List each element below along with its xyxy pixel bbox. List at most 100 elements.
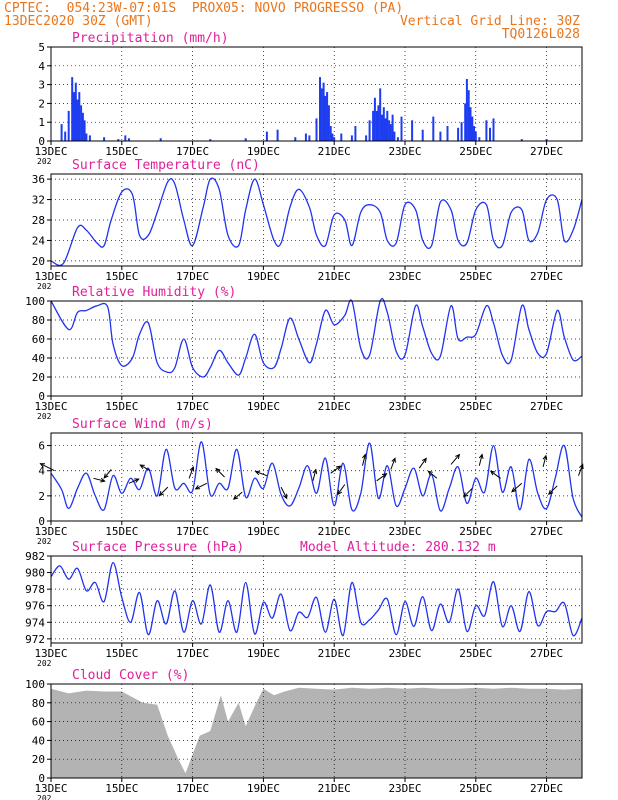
wind-arrow-head	[427, 470, 433, 476]
x-tick-label: 15DEC	[105, 525, 138, 538]
x-tick-label: 23DEC	[388, 145, 421, 158]
precip-bar	[350, 135, 353, 141]
wind-arrow	[376, 473, 387, 482]
y-tick-label: 80	[32, 697, 45, 710]
precip-bar	[393, 131, 396, 141]
y-tick-label: 40	[32, 352, 45, 365]
y-tick-label: 978	[25, 583, 45, 596]
precip-bar	[388, 120, 391, 141]
precip-bar	[471, 116, 474, 141]
x-tick-sublabel: 202	[37, 659, 52, 668]
x-tick-label: 15DEC	[105, 145, 138, 158]
precip-bar	[396, 137, 399, 141]
x-tick-label: 21DEC	[318, 400, 351, 413]
wind-arrow-head	[463, 492, 469, 498]
y-tick-label: 100	[25, 295, 45, 308]
wind-arrow	[330, 465, 341, 474]
precip-bar	[319, 77, 321, 141]
wind-arrow	[337, 484, 346, 495]
wind-arrow-head	[362, 453, 367, 460]
x-tick-label: 21DEC	[318, 270, 351, 283]
precip-bar	[460, 122, 463, 141]
wind-arrow	[128, 478, 139, 484]
x-tick-sublabel: 202	[37, 157, 52, 166]
precip-bar	[489, 127, 491, 141]
x-tick-label: 27DEC	[530, 782, 563, 795]
wind-arrow	[390, 458, 396, 470]
wind-arrow-head	[100, 477, 106, 483]
x-tick-label: 15DEC	[105, 400, 138, 413]
wind-arrow-head	[39, 463, 46, 468]
wind-arrow	[418, 458, 427, 469]
y-tick-label: 972	[25, 633, 45, 646]
precip-bar	[73, 92, 75, 141]
precip-bar	[103, 137, 106, 141]
precip-bar	[85, 133, 88, 141]
precip-bar	[439, 131, 442, 141]
x-tick-label: 13DEC	[34, 782, 67, 795]
wind-arrow	[159, 486, 169, 496]
wind-arrow-head	[381, 473, 388, 478]
series-line	[50, 441, 583, 518]
wind-arrow	[255, 471, 268, 477]
y-tick-label: 0	[38, 515, 45, 528]
wind-arrow	[428, 470, 438, 479]
precip-bar	[469, 107, 472, 141]
precip-bar	[71, 77, 74, 141]
series-line	[50, 177, 583, 267]
x-tick-sublabel: 202	[37, 412, 52, 421]
x-tick-sublabel: 202	[37, 282, 52, 291]
plot-frame	[50, 555, 583, 644]
wind-arrow-head	[542, 454, 548, 461]
y-tick-label: 20	[32, 371, 45, 384]
precip-bar	[389, 124, 392, 141]
x-tick-label: 19DEC	[247, 145, 280, 158]
wind-arrow-head	[189, 466, 195, 472]
precip-bar	[473, 126, 475, 141]
precip-bar	[244, 138, 247, 141]
wind-arrow	[280, 486, 288, 499]
x-tick-label: 17DEC	[176, 782, 209, 795]
wind-arrow	[215, 468, 225, 478]
header-grid-note: Vertical Grid Line: 30Z	[399, 14, 580, 29]
precip-bar	[467, 90, 470, 141]
precip-bar	[88, 135, 91, 141]
wind-arrow	[478, 454, 483, 466]
y-tick-label: 40	[32, 734, 45, 747]
wind-arrow	[93, 477, 105, 482]
plot-frame	[50, 300, 583, 397]
y-tick-label: 2	[38, 490, 45, 503]
x-tick-label: 13DEC	[34, 145, 67, 158]
precip-bar	[117, 139, 120, 141]
x-tick-label: 13DEC	[34, 270, 67, 283]
wind-arrow	[233, 491, 243, 500]
precip-bar	[372, 110, 375, 141]
wind-arrow-head	[134, 478, 140, 483]
precip-bar	[324, 95, 327, 141]
header-date: 13DEC2020 30Z (GMT)	[4, 14, 153, 29]
wind-arrow-head	[579, 463, 584, 470]
precip-bar	[326, 92, 329, 141]
x-tick-label: 17DEC	[176, 525, 209, 538]
wind-arrow	[40, 463, 55, 472]
plot-area	[51, 556, 582, 643]
precip-bar	[327, 105, 330, 141]
precip-bar	[276, 129, 279, 141]
precip-bar	[474, 131, 477, 141]
precip-bar	[365, 135, 368, 141]
precip-bar	[421, 129, 424, 141]
x-tick-label: 23DEC	[388, 782, 421, 795]
wind-arrow-head	[547, 489, 554, 496]
precip-bar	[333, 137, 336, 141]
header-title: CPTEC: 054:23W-07:01S PROX05: NOVO PROGR…	[4, 1, 404, 16]
wind-arrow-head	[489, 470, 496, 476]
y-tick-label: 20	[32, 753, 45, 766]
precip-bar	[520, 139, 523, 141]
y-tick-label: 0	[38, 390, 45, 403]
y-tick-label: 980	[25, 567, 45, 580]
x-tick-label: 21DEC	[318, 647, 351, 660]
header-model-code: TQ0126L028	[501, 27, 580, 42]
